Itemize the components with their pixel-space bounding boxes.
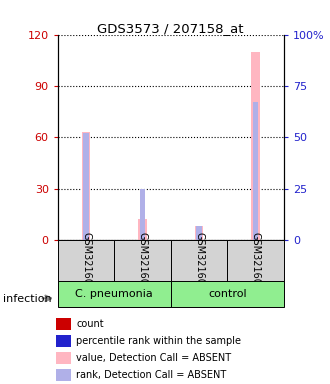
Text: GSM321606: GSM321606: [250, 232, 261, 291]
Text: GSM321607: GSM321607: [81, 232, 91, 291]
Text: infection: infection: [3, 294, 52, 304]
Text: GDS3573 / 207158_at: GDS3573 / 207158_at: [97, 22, 243, 35]
Bar: [140, 189, 145, 240]
Bar: [83, 133, 89, 240]
Bar: [195, 226, 203, 240]
Bar: [56, 352, 71, 364]
Text: percentile rank within the sample: percentile rank within the sample: [76, 336, 241, 346]
Bar: [171, 240, 227, 282]
Bar: [251, 52, 260, 240]
Text: control: control: [208, 289, 247, 299]
Text: count: count: [76, 319, 104, 329]
Bar: [56, 369, 71, 381]
Bar: [138, 220, 147, 240]
Bar: [227, 240, 284, 282]
Text: GSM321605: GSM321605: [194, 232, 204, 291]
Bar: [82, 132, 90, 240]
Text: rank, Detection Call = ABSENT: rank, Detection Call = ABSENT: [76, 370, 226, 380]
Text: GSM321608: GSM321608: [138, 232, 148, 291]
Bar: [56, 318, 71, 329]
Text: C. pneumonia: C. pneumonia: [75, 289, 153, 299]
Bar: [253, 103, 258, 240]
Text: value, Detection Call = ABSENT: value, Detection Call = ABSENT: [76, 353, 231, 363]
Bar: [196, 226, 202, 240]
Bar: [171, 281, 284, 307]
Bar: [114, 240, 171, 282]
Bar: [58, 240, 114, 282]
Bar: [56, 335, 71, 346]
Bar: [58, 281, 171, 307]
